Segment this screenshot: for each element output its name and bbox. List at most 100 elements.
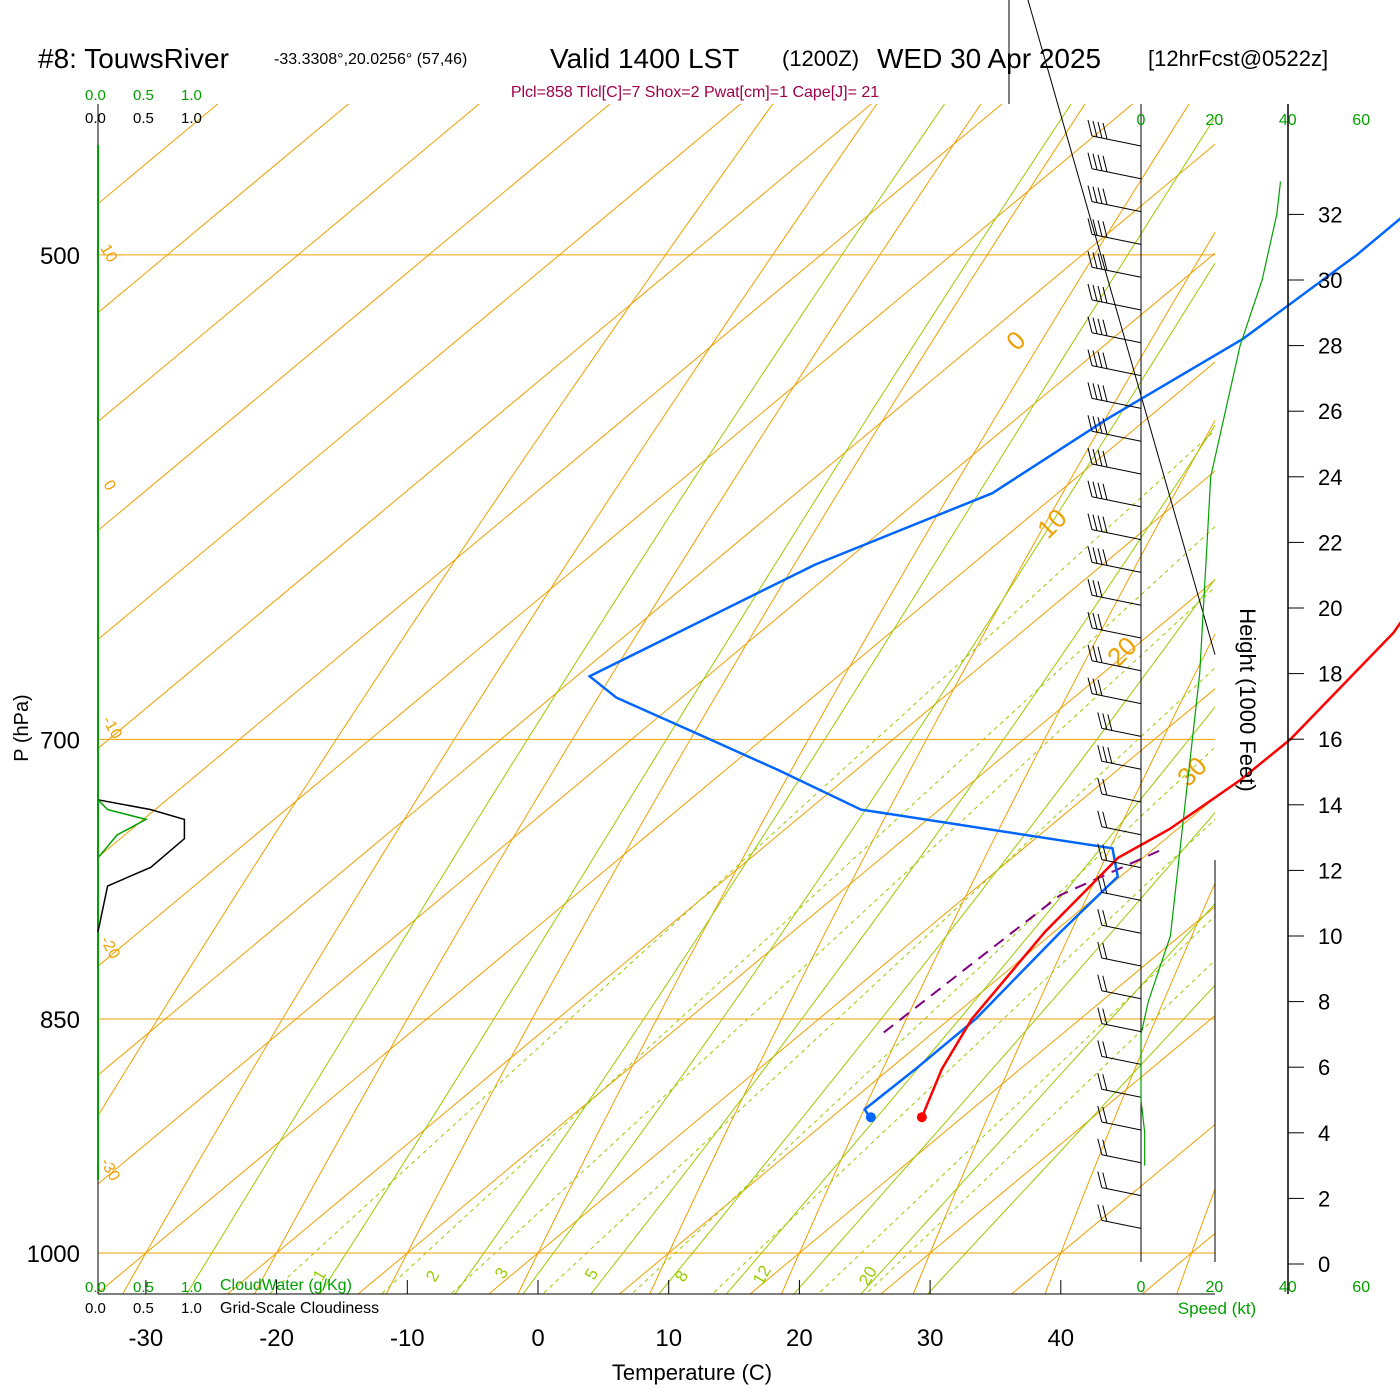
wind-barb-staff xyxy=(1101,957,1142,967)
surface-dewpoint-marker xyxy=(865,1112,876,1123)
height-axis-title: Height (1000 Feet) xyxy=(1235,608,1260,791)
cloud-scale-top-black-0: 0.0 xyxy=(85,110,106,127)
wind-barb-flag xyxy=(1092,580,1098,597)
speed-tick-label-top: 20 xyxy=(1206,112,1224,129)
cloud-scale-top-green-0: 0.0 xyxy=(85,87,106,104)
dry-adiabat xyxy=(780,419,1215,1294)
pressure-tick-label: 500 xyxy=(40,243,80,270)
height-tick-label: 26 xyxy=(1318,399,1342,424)
wind-barb-flag xyxy=(1092,645,1098,662)
wind-barb-flag xyxy=(1102,942,1108,960)
speed-tick-label-top: 60 xyxy=(1352,112,1370,129)
wind-barb-flag xyxy=(1097,285,1103,303)
wind-barb-flag xyxy=(1097,220,1103,237)
wind-barb-staff xyxy=(1091,430,1142,442)
wind-barb-flag xyxy=(1097,1007,1103,1024)
moist-adiabat xyxy=(522,262,1215,1294)
wind-barb-flag xyxy=(1097,1204,1103,1221)
speed-axis-title: Speed (kt) xyxy=(1178,1299,1256,1318)
moist-adiabat xyxy=(658,578,1215,1294)
height-tick-label: 30 xyxy=(1318,268,1342,293)
wind-barb-flag xyxy=(1097,613,1103,631)
wind-barb-flag xyxy=(1102,286,1108,304)
wind-barb-staff xyxy=(1091,135,1142,147)
wind-barb-flag xyxy=(1092,678,1098,695)
wind-barb-flag xyxy=(1092,284,1098,302)
temperature-tick-label: -20 xyxy=(259,1325,294,1352)
height-tick-label: 32 xyxy=(1318,202,1342,227)
y-axis-title: P (hPa) xyxy=(11,694,33,761)
wind-barb-flag xyxy=(1102,1139,1108,1156)
cloud-scale-top-black-05: 0.5 xyxy=(133,110,154,127)
wind-barb-flag xyxy=(1102,352,1108,369)
isotherm-line xyxy=(880,1014,1215,1294)
isotherm-label: 30 xyxy=(1171,751,1213,793)
wind-barb-flag xyxy=(1092,416,1098,433)
wind-barb-flag xyxy=(1097,941,1103,959)
height-tick-label: 18 xyxy=(1318,662,1342,687)
moist-adiabats xyxy=(186,104,1215,1294)
moist-adiabat xyxy=(725,706,1215,1294)
wind-barb-staff xyxy=(1091,266,1142,278)
mixing-ratio-lines xyxy=(268,429,1215,1294)
wind-barb-flag xyxy=(1087,349,1093,366)
mixing-ratio-label: 2 xyxy=(422,1267,443,1285)
stability-indices: Plcl=858 Tlcl[C]=7 Shox=2 Pwat[cm]=1 Cap… xyxy=(511,84,879,101)
wind-barb-flag xyxy=(1102,746,1108,763)
wind-barb-flag xyxy=(1097,253,1103,270)
station-coords: -33.3308°,20.0256° (57,46) xyxy=(274,51,467,68)
speed-tick-label-top: 0 xyxy=(1137,112,1146,129)
wind-barb-flag xyxy=(1102,811,1108,828)
cloud-scale-bottom-black-05: 0.5 xyxy=(133,1300,154,1317)
isotherm-label: 0 xyxy=(100,478,119,494)
dry-adiabat xyxy=(1176,1187,1215,1294)
frame-right-slant xyxy=(1027,0,1216,655)
isotherm-label: 0 xyxy=(1000,325,1031,356)
cloud-scale-bottom-green-0: 0.0 xyxy=(85,1279,106,1296)
wind-barb-flag xyxy=(1097,843,1103,860)
wind-barb-flag xyxy=(1102,221,1108,238)
wind-barb-staff xyxy=(1101,1023,1142,1033)
wind-barb-staff xyxy=(1091,201,1142,213)
mixing-ratio-line xyxy=(711,818,1215,1294)
height-tick-label: 20 xyxy=(1318,596,1342,621)
pressure-tick-label: 850 xyxy=(40,1007,80,1034)
mixing-ratio-labels: 1 2 3 5 8 12 20 xyxy=(309,1262,881,1289)
wind-barb-flag xyxy=(1097,121,1103,139)
wind-barb-flag xyxy=(1092,612,1098,630)
speed-tick-label-top: 40 xyxy=(1279,112,1297,129)
isotherm-line xyxy=(488,688,1215,1294)
pressure-axis: 2503004005007008501000 xyxy=(27,243,80,1268)
parcel-line xyxy=(883,847,1166,1034)
wind-barb-flag xyxy=(1097,909,1103,926)
temperature-line xyxy=(920,621,1400,1118)
forecast-label: [12hrFcst@0522z] xyxy=(1148,46,1328,71)
cloud-scale-top-green-1: 1.0 xyxy=(181,87,202,104)
zulu-time: (1200Z) xyxy=(782,46,859,71)
wind-barb-flag xyxy=(1097,1171,1103,1188)
speed-tick-label-bottom: 20 xyxy=(1206,1279,1224,1296)
wind-barb-flag xyxy=(1102,1074,1108,1091)
wind-barb-flag xyxy=(1102,877,1108,894)
dry-adiabat xyxy=(253,104,982,1294)
wind-barb-staff xyxy=(1101,990,1142,1000)
wind-barb-flag xyxy=(1092,514,1098,531)
wind-barb-flag xyxy=(1087,513,1093,530)
moist-adiabat xyxy=(590,424,1215,1294)
wind-barb-flag xyxy=(1092,350,1098,367)
wind-barb-flag xyxy=(1102,713,1108,730)
wind-barb-flag xyxy=(1092,153,1098,170)
wind-barb-staff xyxy=(1091,365,1142,377)
wind-barb-flag xyxy=(1087,579,1093,596)
wind-barb-flag xyxy=(1102,122,1108,140)
wind-barb-flag xyxy=(1087,677,1093,694)
cloud-scale-bottom-green-05: 0.5 xyxy=(133,1279,154,1296)
wind-barb-staff xyxy=(1091,627,1142,639)
wind-barb-flag xyxy=(1087,382,1093,399)
wind-barb-flag xyxy=(1102,1106,1108,1124)
